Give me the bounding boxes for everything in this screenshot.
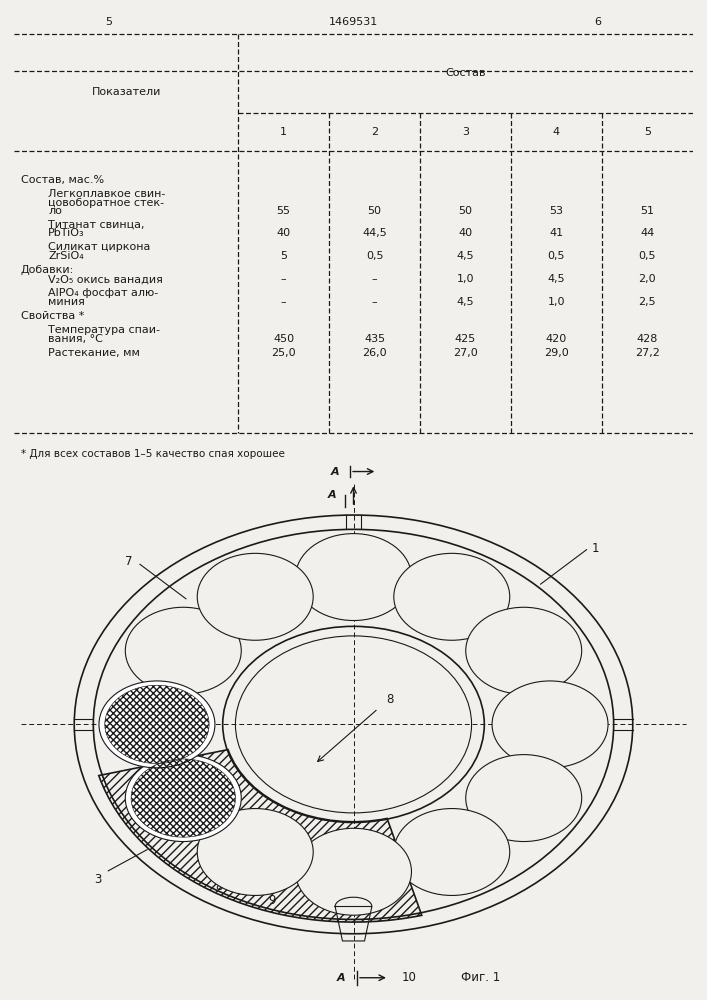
Text: 44,5: 44,5: [362, 228, 387, 238]
Text: Температура спаи-: Температура спаи-: [48, 325, 160, 335]
Text: 25,0: 25,0: [271, 348, 296, 358]
Text: 53: 53: [549, 206, 563, 216]
Text: 55: 55: [276, 206, 291, 216]
Text: 1,0: 1,0: [457, 274, 474, 284]
Text: 3: 3: [94, 873, 101, 886]
Text: 1469531: 1469531: [329, 17, 378, 27]
Text: 1: 1: [280, 127, 287, 137]
Text: 4,5: 4,5: [457, 251, 474, 261]
Text: 8: 8: [387, 693, 394, 706]
Text: ло: ло: [48, 206, 62, 216]
Text: A: A: [328, 490, 337, 500]
Text: 7: 7: [125, 555, 133, 568]
Text: Состав: Состав: [445, 68, 486, 78]
Text: 1,0: 1,0: [548, 297, 565, 307]
Text: 1: 1: [592, 542, 599, 555]
Text: Свойства *: Свойства *: [21, 311, 84, 321]
Text: –: –: [372, 274, 378, 284]
Circle shape: [394, 553, 510, 640]
Text: Фиг. 1: Фиг. 1: [461, 971, 501, 984]
Text: Титанат свинца,: Титанат свинца,: [48, 220, 144, 230]
Text: 450: 450: [273, 334, 294, 344]
Text: 44: 44: [641, 228, 655, 238]
Text: Состав, мас.%: Состав, мас.%: [21, 175, 104, 185]
Text: 50: 50: [458, 206, 472, 216]
Text: Легкоплавкое свин-: Легкоплавкое свин-: [48, 189, 165, 199]
Text: цовоборатное стек-: цовоборатное стек-: [48, 198, 164, 208]
Text: 5: 5: [644, 127, 651, 137]
Text: 27,0: 27,0: [453, 348, 478, 358]
Text: A: A: [337, 973, 345, 983]
Text: 51: 51: [641, 206, 655, 216]
Text: A: A: [331, 467, 339, 477]
Text: –: –: [281, 274, 286, 284]
Circle shape: [296, 828, 411, 915]
Circle shape: [197, 809, 313, 895]
Text: ZrSiO₄: ZrSiO₄: [48, 251, 84, 261]
Circle shape: [125, 607, 241, 694]
Text: 40: 40: [458, 228, 472, 238]
Text: 4,5: 4,5: [457, 297, 474, 307]
Text: 6: 6: [595, 17, 602, 27]
Text: 2,0: 2,0: [638, 274, 656, 284]
Circle shape: [99, 681, 215, 768]
Circle shape: [466, 755, 582, 842]
Text: 420: 420: [546, 334, 567, 344]
Circle shape: [296, 534, 411, 621]
Text: * Для всех составов 1–5 качество спая хорошее: * Для всех составов 1–5 качество спая хо…: [21, 449, 285, 459]
Text: вания, °С: вания, °С: [48, 334, 103, 344]
Text: 3: 3: [462, 127, 469, 137]
Text: Добавки:: Добавки:: [21, 265, 74, 275]
Text: 50: 50: [368, 206, 382, 216]
Text: –: –: [372, 297, 378, 307]
Circle shape: [492, 681, 608, 768]
Text: 0,5: 0,5: [548, 251, 565, 261]
Circle shape: [197, 553, 313, 640]
Text: 26,0: 26,0: [362, 348, 387, 358]
Text: 4: 4: [553, 127, 560, 137]
Text: 2: 2: [371, 127, 378, 137]
Text: Растекание, мм: Растекание, мм: [48, 348, 140, 358]
Text: 435: 435: [364, 334, 385, 344]
Text: 0,5: 0,5: [638, 251, 656, 261]
Text: 425: 425: [455, 334, 476, 344]
Circle shape: [125, 755, 241, 842]
Text: AlPO₄ фосфат алю-: AlPO₄ фосфат алю-: [48, 288, 158, 298]
Text: 5: 5: [105, 17, 112, 27]
Circle shape: [394, 809, 510, 895]
Text: 41: 41: [549, 228, 563, 238]
Text: V₂O₅ окись ванадия: V₂O₅ окись ванадия: [48, 274, 163, 284]
Text: –: –: [281, 297, 286, 307]
Text: 27,2: 27,2: [635, 348, 660, 358]
Text: 9: 9: [269, 894, 276, 907]
Text: 4,5: 4,5: [548, 274, 566, 284]
Text: 29,0: 29,0: [544, 348, 569, 358]
Text: PbTiO₃: PbTiO₃: [48, 228, 85, 238]
Text: Показатели: Показатели: [91, 87, 160, 97]
Circle shape: [466, 607, 582, 694]
Text: 0,5: 0,5: [366, 251, 383, 261]
Text: миния: миния: [48, 297, 85, 307]
Text: 5: 5: [280, 251, 287, 261]
Text: Силикат циркона: Силикат циркона: [48, 242, 151, 252]
Text: 10: 10: [402, 971, 416, 984]
Text: 2,5: 2,5: [638, 297, 656, 307]
Text: 40: 40: [276, 228, 291, 238]
Text: 428: 428: [637, 334, 658, 344]
Text: 8: 8: [216, 880, 223, 893]
